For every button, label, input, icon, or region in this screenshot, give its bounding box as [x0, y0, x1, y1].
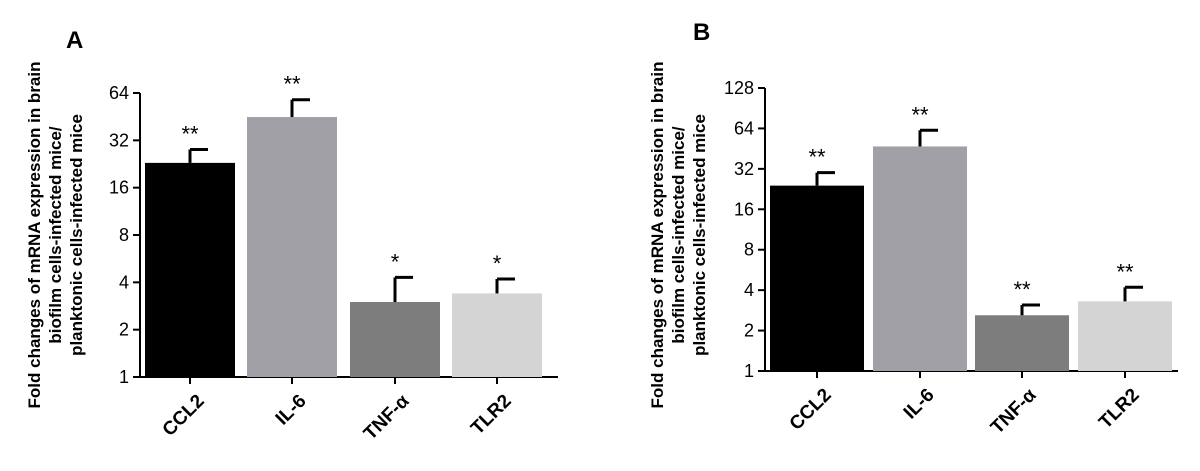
significance-label: *	[493, 251, 502, 276]
x-tick-label: CCL2	[159, 391, 209, 441]
y-tick-label: 128	[724, 78, 754, 98]
y-tick-label: 16	[109, 178, 129, 198]
significance-label: *	[391, 249, 400, 274]
significance-label: **	[1013, 277, 1031, 302]
panel-a: A Fold changes of mRNA expression in bra…	[25, 27, 558, 444]
significance-label: **	[808, 145, 826, 170]
y-axis-title-b: Fold changes of mRNA expression in brain…	[648, 62, 709, 409]
y-tick-label: 1	[744, 361, 754, 381]
bar	[145, 162, 235, 377]
y-tick-label: 32	[734, 159, 754, 179]
bar	[975, 315, 1069, 371]
plot-area-a: 1 2 4 8 16 32 64 ** CCL2 ** IL-6 * TNF-α * TLR2	[109, 72, 558, 445]
plot-area-b: 1 2 4 8 16 32 64 128 ** CCL2 ** IL-6 ** TNF-α ** TLR2	[724, 78, 1178, 438]
significance-label: **	[1116, 259, 1134, 284]
significance-label: **	[181, 121, 199, 146]
y-tick-label: 8	[744, 240, 754, 260]
y-axis-title-a: Fold changes of mRNA expression in brain…	[25, 62, 86, 409]
x-tick-label: TNF-α	[360, 391, 414, 445]
y-axis-title-line-2: biofilm cells-infected mice/	[669, 126, 688, 344]
y-tick-label: 4	[119, 272, 129, 292]
x-tick-label: CCL2	[786, 385, 836, 435]
x-tick-label: TNF-α	[987, 385, 1041, 439]
panel-b: B Fold changes of mRNA expression in bra…	[648, 19, 1178, 438]
y-tick-label: 4	[744, 280, 754, 300]
y-tick-label: 8	[119, 225, 129, 245]
x-tick-label: IL-6	[272, 391, 311, 430]
y-tick-label: 64	[109, 83, 129, 103]
panel-label-a: A	[66, 27, 83, 54]
bar	[873, 146, 967, 371]
y-tick-label: 16	[734, 199, 754, 219]
panel-label-b: B	[693, 19, 710, 46]
y-tick-label: 2	[744, 321, 754, 341]
y-tick-label: 2	[119, 320, 129, 340]
bar	[350, 301, 440, 377]
y-axis-title-line-2: biofilm cells-infected mice/	[46, 126, 65, 344]
y-axis-title-line-3: planktonic cells-infected mice	[690, 114, 709, 356]
bar	[1078, 301, 1172, 371]
bar	[770, 185, 864, 371]
bar	[452, 293, 542, 377]
y-axis-title-line-1: Fold changes of mRNA expression in brain	[25, 62, 44, 409]
significance-label: **	[283, 72, 301, 97]
bar	[247, 117, 337, 378]
y-tick-label: 32	[109, 130, 129, 150]
significance-label: **	[911, 102, 929, 127]
y-axis-title-line-3: planktonic cells-infected mice	[67, 114, 86, 356]
y-axis-title-line-1: Fold changes of mRNA expression in brain	[648, 62, 667, 409]
x-tick-label: TLR2	[467, 391, 515, 439]
y-tick-label: 1	[119, 367, 129, 387]
x-tick-label: IL-6	[900, 385, 939, 424]
y-tick-label: 64	[734, 118, 754, 138]
x-tick-label: TLR2	[1095, 385, 1143, 433]
